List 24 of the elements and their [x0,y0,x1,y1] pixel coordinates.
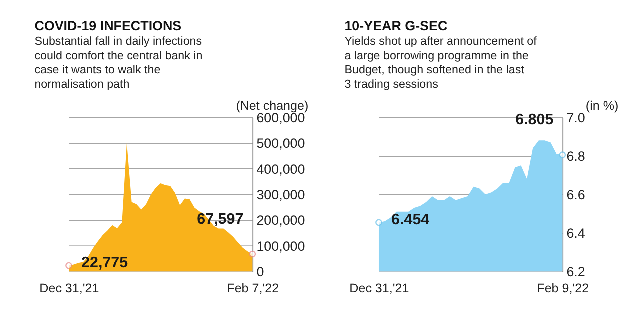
y-axis-title: (in %) [586,98,619,113]
x-tick-label: Feb 9,'22 [537,282,590,296]
annotation: 6.454 [392,211,430,228]
chart-title: 10-YEAR G-SEC [344,18,448,34]
y-tick-label: 200,000 [256,213,306,228]
y-tick-label: 100,000 [256,238,306,254]
x-tick-label: Feb 7,'22 [227,282,280,296]
y-tick-label: 6.6 [566,188,586,203]
x-tick-label: Dec 31,'21 [40,282,100,296]
y-tick-label: 400,000 [256,162,306,177]
annotation: 6.805 [516,112,554,129]
y-tick-label: 0 [256,264,264,280]
x-tick-label: Dec 31,'21 [350,282,410,296]
y-tick-label: 300,000 [256,188,306,203]
y-tick-label: 6.4 [566,226,586,242]
chart-subtitle: Yields shot up after announcement of a large borrowing programme in the Budget, though softened in the last 3 trading sessions [344,34,538,91]
y-tick-label: 7.0 [566,110,586,126]
y-tick-label: 6.2 [566,264,586,280]
annotation: 22,775 [82,254,129,272]
y-tick-label: 500,000 [256,136,306,152]
chart-title: COVID-19 INFECTIONS [34,18,182,34]
chart-subtitle: Substantial fall in daily infections could comfort the central bank in case it wants to walk the normalisation path [34,34,203,91]
y-tick-label: 6.8 [566,148,586,164]
y-axis-title: (Net change) [236,98,309,113]
